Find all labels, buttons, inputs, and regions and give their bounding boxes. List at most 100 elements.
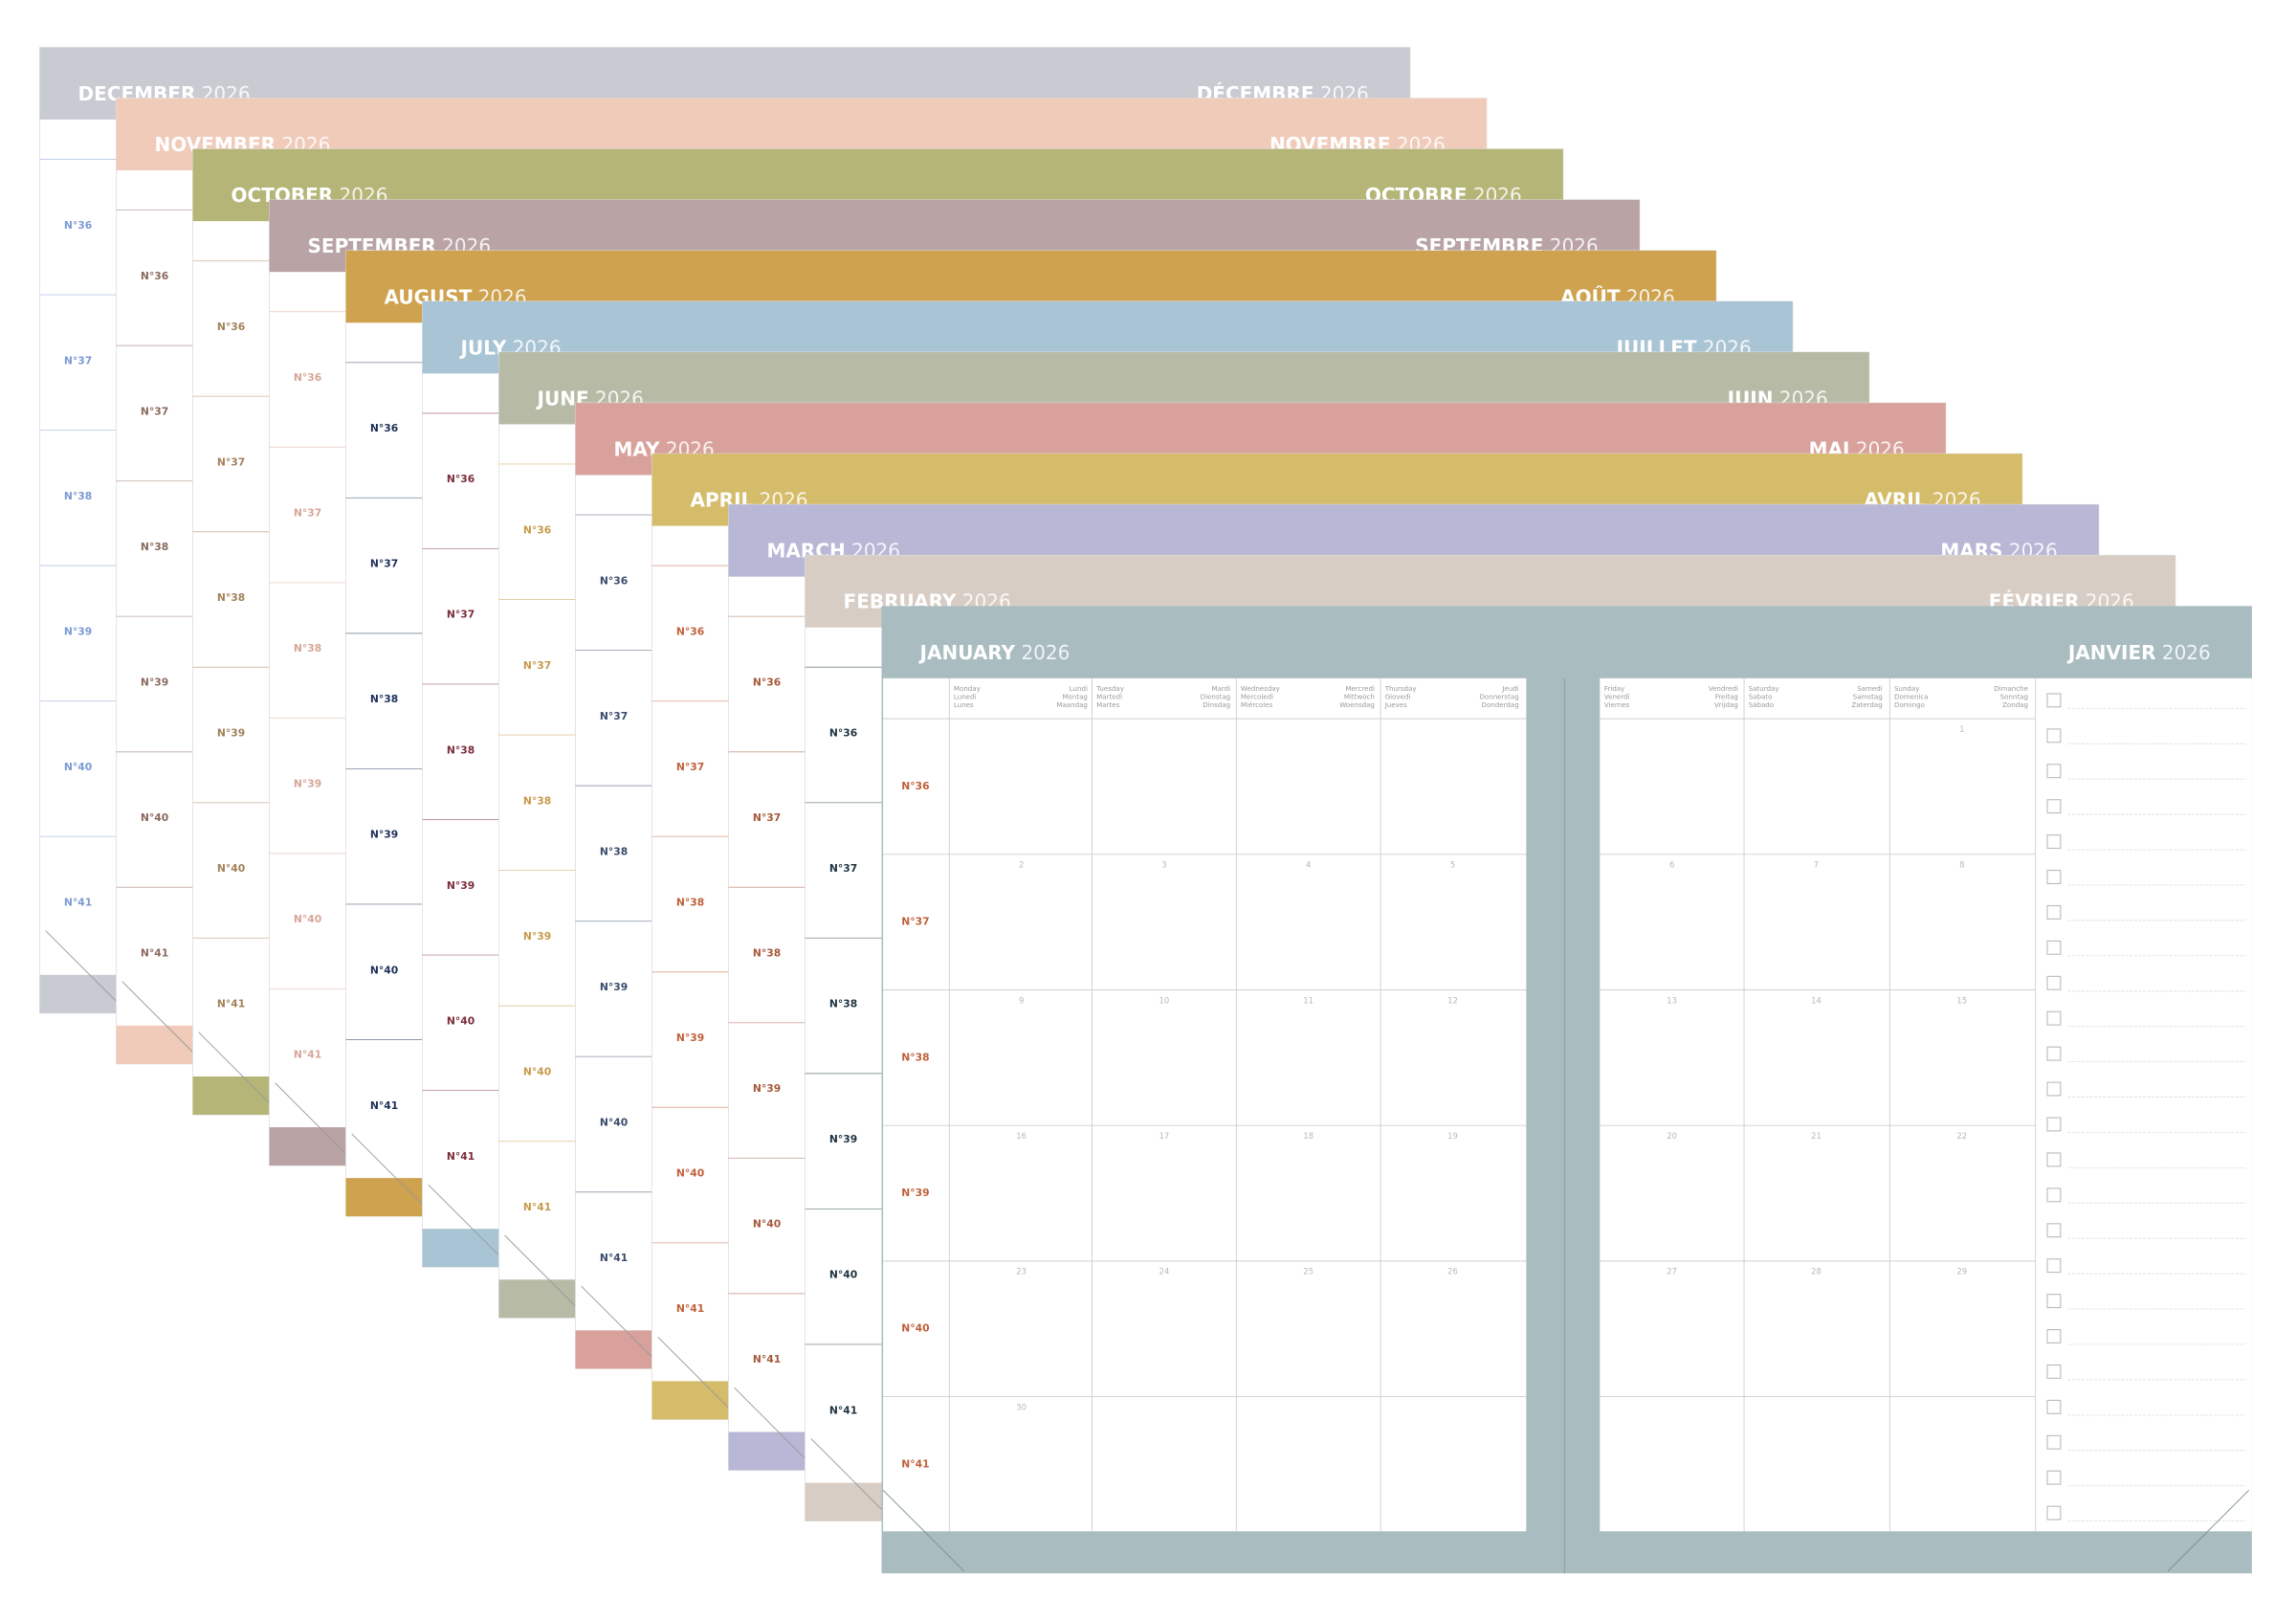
day-name: Lunedì [954, 692, 977, 700]
day-name: Mercredi [1345, 684, 1375, 693]
date: 26 [1447, 1267, 1458, 1276]
corner-diagonal [275, 1082, 359, 1166]
week-label: N°37 [294, 507, 321, 520]
date: 22 [1956, 1131, 1967, 1141]
date: 10 [1159, 995, 1170, 1005]
week-label: N°39 [294, 778, 321, 790]
checkbox [2046, 1364, 2062, 1379]
date: 21 [1811, 1131, 1821, 1141]
week-label: N°40 [447, 1014, 475, 1027]
date: 1 [1959, 724, 1964, 734]
checkbox [2046, 1046, 2062, 1061]
week-label: N°41 [217, 998, 245, 1010]
day-name: Miércoles [1241, 700, 1273, 709]
week-label: N°39 [217, 727, 245, 740]
week-label: N°36 [901, 780, 929, 792]
date: 7 [1814, 860, 1819, 870]
date: 11 [1303, 995, 1314, 1005]
day-name: Monday [954, 684, 981, 693]
corner-diagonal [810, 1438, 894, 1521]
week-label: N°39 [901, 1187, 929, 1199]
year: 2026 [1021, 641, 1070, 664]
checkbox [2046, 799, 2062, 814]
checkbox [2046, 940, 2062, 955]
date: 16 [1016, 1131, 1027, 1141]
week-label: N°40 [370, 964, 398, 976]
day-name: Jeudi [1501, 684, 1518, 693]
week-label: N°37 [370, 558, 398, 570]
day-name: Lunes [954, 700, 974, 709]
day-name: Viernes [1604, 700, 1630, 709]
week-label: N°40 [753, 1218, 781, 1231]
week-label: N°41 [829, 1404, 857, 1416]
week-label: N°40 [901, 1322, 929, 1335]
week-label: N°37 [64, 354, 92, 366]
week-label: N°41 [753, 1353, 781, 1365]
day-name: Montag [1062, 692, 1087, 700]
checkbox [2046, 870, 2062, 884]
week-label: N°36 [217, 321, 245, 333]
week-label: N°40 [217, 862, 245, 875]
week-label: N°38 [753, 947, 781, 960]
date: 14 [1811, 995, 1821, 1005]
date: 13 [1667, 995, 1677, 1005]
week-label: N°41 [370, 1099, 398, 1112]
date: 24 [1159, 1267, 1170, 1276]
day-name: Vrijdag [1714, 700, 1738, 709]
week-label: N°38 [901, 1051, 929, 1063]
day-name: Freitag [1715, 692, 1738, 700]
corner-diagonal [581, 1285, 665, 1369]
date: 3 [1161, 860, 1166, 870]
corner-diagonal [504, 1234, 588, 1319]
date: 2 [1019, 860, 1024, 870]
day-name: Venerdì [1604, 692, 1630, 700]
month-name: JANVIER [2066, 641, 2156, 664]
week-label: N°37 [676, 761, 704, 773]
checkbox [2046, 1294, 2062, 1309]
date: 15 [1956, 995, 1967, 1005]
day-name: Mittwoch [1344, 692, 1375, 700]
week-label: N°40 [676, 1167, 704, 1180]
day-name: Dinsdag [1203, 700, 1230, 709]
day-name: Jueves [1384, 700, 1407, 709]
week-label: N°37 [753, 811, 781, 824]
day-name: Wednesday [1241, 684, 1280, 693]
date: 4 [1306, 860, 1311, 870]
checkbox [2046, 1329, 2062, 1343]
checkbox [2046, 1223, 2062, 1238]
month-title-en: JANUARY 2026 [918, 641, 1071, 664]
week-label: N°36 [676, 625, 704, 637]
day-name: Friday [1604, 684, 1624, 693]
corner-diagonal [882, 1489, 965, 1572]
day-name: Martedì [1096, 692, 1122, 700]
week-label: N°41 [600, 1252, 628, 1264]
day-name: Tuesday [1095, 684, 1124, 693]
week-label: N°36 [141, 270, 168, 282]
week-label: N°41 [141, 947, 168, 960]
day-name: Domenica [1894, 692, 1929, 700]
week-label: N°38 [64, 490, 92, 502]
day-name: Mardi [1211, 684, 1230, 693]
sheet-header [881, 606, 2252, 678]
week-label: N°36 [600, 574, 628, 587]
week-label: N°40 [829, 1269, 857, 1281]
week-label: N°38 [523, 794, 551, 807]
checkbox [2046, 1010, 2062, 1026]
date: 8 [1959, 860, 1964, 870]
week-label: N°38 [141, 541, 168, 553]
corner-diagonal [428, 1184, 512, 1268]
checkbox [2046, 693, 2062, 708]
date: 9 [1019, 995, 1024, 1005]
date: 12 [1447, 995, 1458, 1005]
month-name: JANUARY [918, 641, 1016, 664]
corner-diagonal [734, 1387, 818, 1471]
checkbox [2046, 1117, 2062, 1132]
date: 17 [1159, 1131, 1170, 1141]
day-name: Dienstag [1201, 692, 1230, 700]
left-page [883, 677, 1527, 1532]
date: 6 [1669, 860, 1674, 870]
week-label: N°38 [676, 897, 704, 909]
week-label: N°36 [447, 473, 475, 485]
week-label: N°37 [447, 609, 475, 621]
checkbox [2046, 1081, 2062, 1097]
